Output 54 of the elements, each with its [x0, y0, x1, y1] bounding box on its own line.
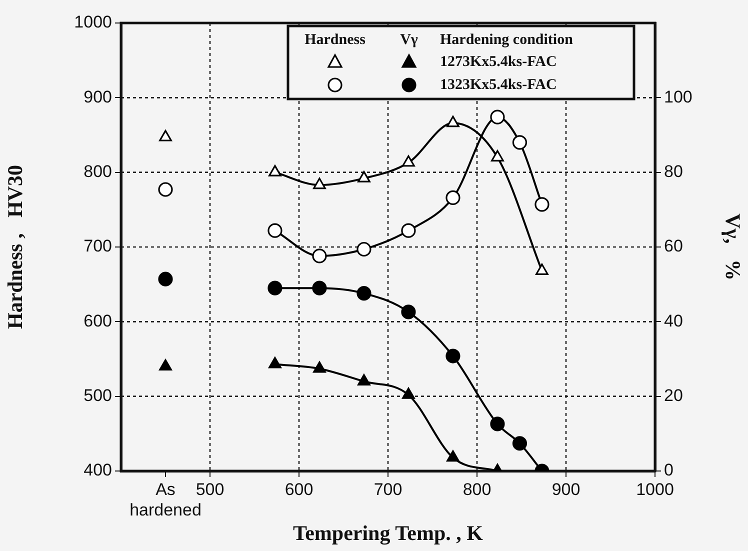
point: [512, 135, 528, 150]
point: [313, 361, 326, 373]
y-tick-label: 800: [84, 162, 112, 182]
point: [312, 248, 327, 264]
legend-label: 1323Kx5.4ks-FAC: [440, 76, 557, 93]
y2-tick-label: 0: [664, 460, 674, 480]
y-tick-label: 1000: [74, 12, 112, 32]
y2-tick-label: 60: [664, 236, 683, 256]
legend-title: Hardening condition: [440, 32, 574, 48]
point: [446, 116, 460, 128]
x-axis-title: Tempering Temp. , K: [292, 520, 484, 545]
point: [402, 388, 415, 399]
y-tick-label: 900: [84, 87, 112, 106]
point: [356, 242, 372, 257]
y2-tick-label: 80: [664, 162, 683, 182]
point: [268, 280, 282, 296]
y2-tick-label: 20: [664, 386, 683, 406]
point: [356, 286, 372, 301]
y2-axis-title: Vγ, %: [720, 214, 745, 280]
y-tick-label: 500: [84, 386, 112, 406]
point: [158, 182, 173, 197]
point: [312, 280, 327, 296]
x-tick-label: 900: [552, 480, 580, 499]
point: [401, 304, 416, 320]
point: [158, 272, 173, 286]
point: [358, 374, 370, 386]
point: [159, 130, 172, 142]
point: [313, 178, 326, 190]
y-axis-title: Hardness , HV30: [3, 165, 28, 329]
point: [358, 171, 370, 182]
annotation: Vγ: [400, 32, 418, 48]
point: [268, 356, 282, 368]
point: [491, 150, 504, 162]
y-tick-label: 600: [84, 311, 112, 330]
annotation: Hardness: [304, 32, 366, 48]
point: [446, 450, 460, 462]
y2-tick-label: 100: [664, 87, 692, 106]
point: [446, 190, 460, 206]
point: [268, 223, 282, 238]
x-tick-label: 700: [374, 480, 402, 499]
point: [401, 223, 416, 238]
y-tick-label: 400: [84, 460, 112, 480]
x-tick-label: 800: [462, 480, 492, 499]
x-tick-label: 1000: [636, 480, 674, 499]
point: [159, 359, 172, 371]
y-tick-label: 700: [84, 236, 112, 256]
point: [446, 348, 460, 364]
legend-label: 1273Kx5.4ks-FAC: [440, 54, 557, 70]
x-tick-label: 500: [196, 480, 224, 499]
y2-tick-label: 40: [664, 311, 683, 330]
point: [402, 155, 415, 167]
point: [534, 197, 550, 212]
x-tick-label: 600: [284, 480, 314, 499]
point: [268, 165, 282, 176]
